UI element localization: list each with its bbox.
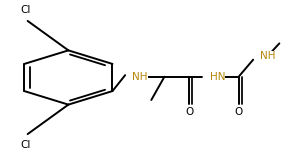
Text: O: O xyxy=(185,107,193,117)
Text: HN: HN xyxy=(210,72,225,82)
Text: NH: NH xyxy=(260,51,276,61)
Text: O: O xyxy=(235,107,243,117)
Text: Cl: Cl xyxy=(20,140,31,150)
Text: Cl: Cl xyxy=(20,5,31,15)
Text: NH: NH xyxy=(132,72,148,82)
